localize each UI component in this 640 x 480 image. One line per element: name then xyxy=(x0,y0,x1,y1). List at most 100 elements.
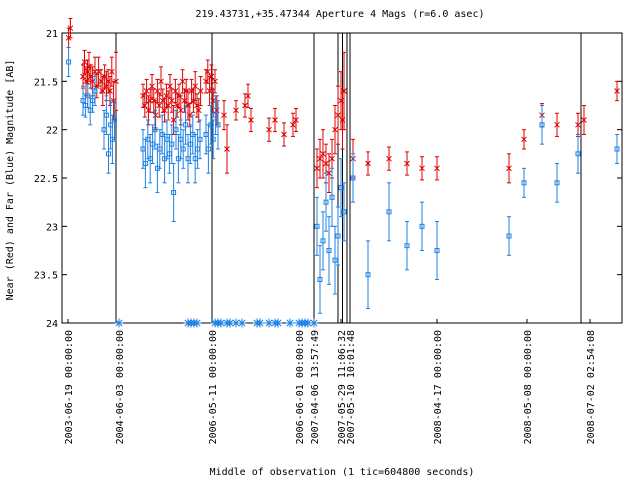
data-point xyxy=(107,88,113,94)
data-point xyxy=(89,78,96,85)
data-point xyxy=(161,107,168,114)
x-tick-label: 2008-07-02 02:54:08 xyxy=(586,330,597,444)
x-tick-label: 2007-05-10 10:01:48 xyxy=(346,330,357,444)
data-point xyxy=(183,122,189,128)
data-point xyxy=(329,194,335,200)
data-point xyxy=(575,121,581,128)
data-point xyxy=(317,277,323,282)
data-point xyxy=(106,151,111,157)
x-axis-ticks: 2003-06-19 00:00:00 2004-06-03 00:00:00 20… xyxy=(64,319,597,444)
data-point xyxy=(215,122,221,128)
data-point xyxy=(323,199,329,205)
data-point xyxy=(365,272,371,278)
limit-marker xyxy=(303,318,313,328)
data-point xyxy=(108,68,115,75)
data-point xyxy=(92,88,98,94)
data-point xyxy=(195,107,202,114)
data-point xyxy=(506,233,512,239)
data-point xyxy=(67,25,74,32)
data-point xyxy=(323,160,329,167)
y-axis-label: Near (Red) and Far (Blue) Magnitude [AB] xyxy=(5,60,16,301)
data-point xyxy=(521,136,527,143)
data-point xyxy=(152,127,158,133)
data-point xyxy=(314,165,320,172)
y-tick-label: 24 xyxy=(46,319,58,330)
data-point xyxy=(554,180,560,186)
data-point xyxy=(293,117,299,123)
data-point xyxy=(170,117,177,123)
data-point xyxy=(332,257,338,263)
data-point xyxy=(103,112,109,118)
data-point xyxy=(554,121,560,128)
data-point xyxy=(221,112,227,119)
data-point xyxy=(317,155,323,162)
data-point xyxy=(506,165,512,172)
data-point xyxy=(167,83,173,90)
data-point xyxy=(332,126,338,133)
data-point xyxy=(521,180,527,186)
data-point xyxy=(66,59,72,65)
data-point xyxy=(329,155,335,162)
limit-markers xyxy=(114,318,319,328)
data-point xyxy=(404,160,410,167)
data-point xyxy=(208,73,215,80)
x-tick-label: 2004-06-03 00:00:00 xyxy=(115,330,126,444)
y-tick-label: 22.5 xyxy=(34,174,58,185)
data-point xyxy=(172,88,179,94)
data-point xyxy=(197,136,203,142)
limit-marker xyxy=(231,318,241,328)
data-point xyxy=(404,243,410,249)
data-point xyxy=(338,185,344,191)
data-point xyxy=(210,97,217,104)
y-tick-label: 21.5 xyxy=(34,77,58,88)
x-tick-label: 2008-04-17 00:00:00 xyxy=(433,330,444,444)
data-point xyxy=(165,102,172,109)
data-point xyxy=(365,160,371,167)
data-point xyxy=(341,88,347,94)
limit-marker xyxy=(216,318,226,328)
limit-marker xyxy=(255,318,265,328)
data-point xyxy=(186,112,193,119)
data-point xyxy=(142,161,148,166)
data-point xyxy=(112,117,117,123)
data-point xyxy=(434,165,440,172)
data-point xyxy=(233,107,239,114)
data-point xyxy=(204,68,211,75)
data-point xyxy=(171,190,177,195)
data-point xyxy=(169,141,175,147)
data-point xyxy=(326,170,332,177)
data-point xyxy=(113,78,119,85)
data-point xyxy=(149,83,155,90)
limit-marker xyxy=(273,318,283,328)
data-point xyxy=(320,238,326,244)
data-point xyxy=(248,117,254,123)
data-point xyxy=(197,88,204,94)
data-point xyxy=(173,127,179,133)
limit-marker xyxy=(309,318,319,328)
data-point xyxy=(335,112,341,119)
vertical-lines xyxy=(115,33,582,323)
x-tick-label: 2006-05-11 00:00:00 xyxy=(208,330,219,444)
data-point xyxy=(341,209,347,215)
data-point xyxy=(335,233,341,239)
data-point xyxy=(350,175,356,181)
data-point xyxy=(314,223,320,229)
x-tick-label: 2006-06-01 00:00:00 xyxy=(295,330,306,444)
data-point xyxy=(156,102,163,109)
x-tick-label: 2008-05-08 00:00:00 xyxy=(523,330,534,444)
data-point xyxy=(326,248,332,253)
data-point xyxy=(154,88,161,94)
data-point xyxy=(434,248,440,253)
chart-title: 219.43731,+35.47344 Aperture 4 Mags (r=6… xyxy=(196,9,485,20)
data-point xyxy=(212,78,218,85)
data-point xyxy=(386,209,392,215)
data-point xyxy=(581,117,587,123)
limit-marker xyxy=(114,318,124,328)
y-tick-label: 21 xyxy=(46,29,58,40)
data-point xyxy=(210,136,216,142)
data-point xyxy=(266,126,272,133)
x-tick-label: 2007-05-29 11:06:32 xyxy=(337,330,348,444)
data-point xyxy=(614,88,620,94)
limit-marker xyxy=(225,318,235,328)
